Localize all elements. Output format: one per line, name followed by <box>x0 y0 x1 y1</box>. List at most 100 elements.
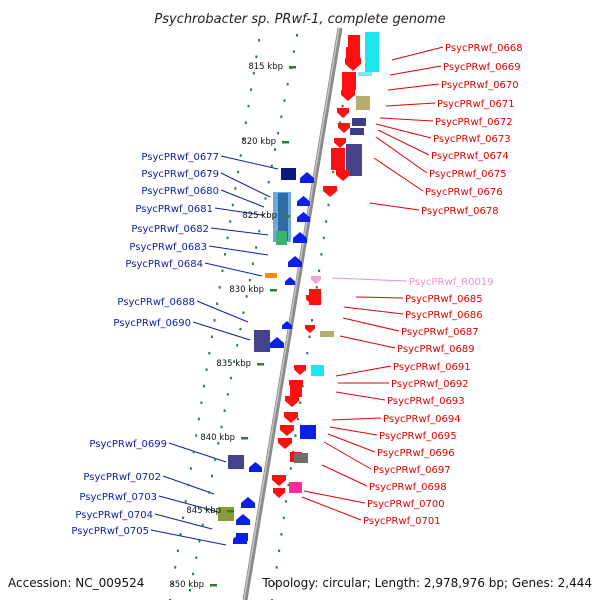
track-dot <box>189 589 191 592</box>
track-dot <box>325 220 328 223</box>
reverse-gene-label[interactable]: PsycPRwf_0674 <box>431 151 509 162</box>
reverse-gene-label[interactable]: PsycPRwf_0686 <box>405 310 483 321</box>
track-dot <box>322 236 325 240</box>
gene-feature <box>365 32 379 72</box>
reverse-gene-label[interactable]: PsycPRwf_0697 <box>373 465 451 476</box>
track-dot <box>171 582 174 585</box>
connector-line <box>192 321 251 341</box>
forward-gene-label[interactable]: PsycPRwf_0680 <box>141 186 219 197</box>
track-dot <box>208 351 211 355</box>
track-dot <box>198 540 201 543</box>
gene-feature <box>320 331 334 337</box>
track-dot <box>195 556 198 559</box>
track-dot <box>252 71 255 75</box>
gene-arrow-reverse <box>285 396 299 407</box>
track-dot <box>315 286 318 289</box>
reverse-gene-label[interactable]: PsycPRwf_0668 <box>445 43 523 54</box>
track-dot <box>179 533 182 536</box>
reverse-gene-label[interactable]: PsycPRwf_0687 <box>401 327 479 338</box>
connector-line <box>150 529 227 546</box>
track-dot <box>332 170 335 174</box>
forward-gene-label[interactable]: PsycPRwf_0690 <box>113 318 191 329</box>
track-dot <box>273 582 276 585</box>
track-dot <box>278 549 281 553</box>
track-dot <box>247 104 250 108</box>
forward-gene-label[interactable]: PsycPRwf_0682 <box>131 224 209 235</box>
kbp-tick-mark <box>241 437 248 440</box>
forward-gene-label[interactable]: PsycPRwf_0684 <box>125 259 203 270</box>
gene-feature <box>346 47 360 59</box>
gene-arrow-reverse <box>272 475 286 486</box>
forward-gene-label[interactable]: PsycPRwf_0702 <box>83 472 161 483</box>
track-dot <box>233 360 236 363</box>
forward-gene-label[interactable]: PsycPRwf_0705 <box>71 526 149 537</box>
reverse-gene-label[interactable]: PsycPRwf_0672 <box>435 117 513 128</box>
connector-line <box>387 83 440 91</box>
track-dot <box>236 344 239 347</box>
gene-feature <box>276 231 287 245</box>
forward-gene-label[interactable]: PsycPRwf_0679 <box>141 169 219 180</box>
reverse-gene-label[interactable]: PsycPRwf_0696 <box>377 448 455 459</box>
forward-gene-label[interactable]: PsycPRwf_0703 <box>79 492 157 503</box>
reverse-gene-label[interactable]: PsycPRwf_0691 <box>393 362 471 373</box>
kbp-tick-mark <box>282 141 289 144</box>
reverse-gene-label[interactable]: PsycPRwf_0669 <box>443 62 521 73</box>
reverse-gene-label[interactable]: PsycPRwf_0695 <box>379 431 457 442</box>
gene-arrow-forward <box>282 321 292 329</box>
gene-feature <box>228 455 244 469</box>
reverse-gene-label[interactable]: PsycPRwf_0675 <box>429 169 507 180</box>
reverse-gene-label[interactable]: PsycPRwf_R0019 <box>409 277 494 288</box>
gene-feature <box>281 168 296 180</box>
track-dot <box>308 335 311 338</box>
track-dot <box>218 286 221 289</box>
reverse-gene-label[interactable]: PsycPRwf_0698 <box>369 482 447 493</box>
reverse-gene-label[interactable]: PsycPRwf_0671 <box>437 99 515 110</box>
track-dot <box>270 164 273 168</box>
connector-line <box>168 442 227 463</box>
connector-line <box>327 433 376 453</box>
reverse-gene-label[interactable]: PsycPRwf_0678 <box>421 206 499 217</box>
forward-gene-label[interactable]: PsycPRwf_0681 <box>135 204 213 215</box>
reverse-gene-label[interactable]: PsycPRwf_0670 <box>441 80 519 91</box>
track-dot <box>301 384 304 388</box>
forward-gene-label[interactable]: PsycPRwf_0683 <box>129 242 207 253</box>
gene-arrow-reverse <box>341 90 355 101</box>
accession-text: Accession: NC_009524 <box>8 576 144 590</box>
reverse-gene-label[interactable]: PsycPRwf_0700 <box>367 499 445 510</box>
track-dot <box>280 533 283 536</box>
forward-gene-label[interactable]: PsycPRwf_0704 <box>75 510 153 521</box>
kbp-tick-label: 835 kbp <box>216 359 251 369</box>
connector-line <box>335 365 392 377</box>
gene-arrow-reverse <box>345 58 361 71</box>
reverse-gene-label[interactable]: PsycPRwf_0693 <box>387 396 465 407</box>
reverse-gene-label[interactable]: PsycPRwf_0676 <box>425 187 503 198</box>
reverse-gene-labels: PsycPRwf_0668 PsycPRwf_0669 PsycPRwf_0670 P… <box>363 43 523 527</box>
kbp-tick-label: 820 kbp <box>241 137 276 147</box>
track-dot <box>187 483 190 487</box>
gene-feature <box>350 128 364 135</box>
track-dot <box>200 401 203 404</box>
reverse-gene-label[interactable]: PsycPRwf_0685 <box>405 294 483 305</box>
gene-arrow-reverse <box>278 438 292 449</box>
reverse-gene-label[interactable]: PsycPRwf_0689 <box>397 344 475 355</box>
track-dot <box>250 88 253 91</box>
forward-gene-label[interactable]: PsycPRwf_0677 <box>141 152 219 163</box>
track-dot <box>189 467 192 470</box>
forward-gene-label[interactable]: PsycPRwf_0688 <box>117 297 195 308</box>
reverse-gene-label[interactable]: PsycPRwf_0673 <box>433 134 511 145</box>
connector-line <box>389 65 442 76</box>
connector-line <box>331 277 408 282</box>
reverse-gene-label[interactable]: PsycPRwf_0692 <box>391 379 469 390</box>
track-dot <box>223 409 226 412</box>
gene-arrow-forward <box>233 533 247 544</box>
gene-arrow-reverse <box>273 488 285 498</box>
track-dot <box>201 523 204 527</box>
track-dot <box>226 393 229 396</box>
reverse-gene-label[interactable]: PsycPRwf_0701 <box>363 516 441 527</box>
track-dot <box>210 335 213 338</box>
track-dot <box>184 500 187 503</box>
forward-gene-label[interactable]: PsycPRwf_0699 <box>89 439 167 450</box>
track-dot <box>242 311 245 314</box>
reverse-gene-label[interactable]: PsycPRwf_0694 <box>383 414 461 425</box>
